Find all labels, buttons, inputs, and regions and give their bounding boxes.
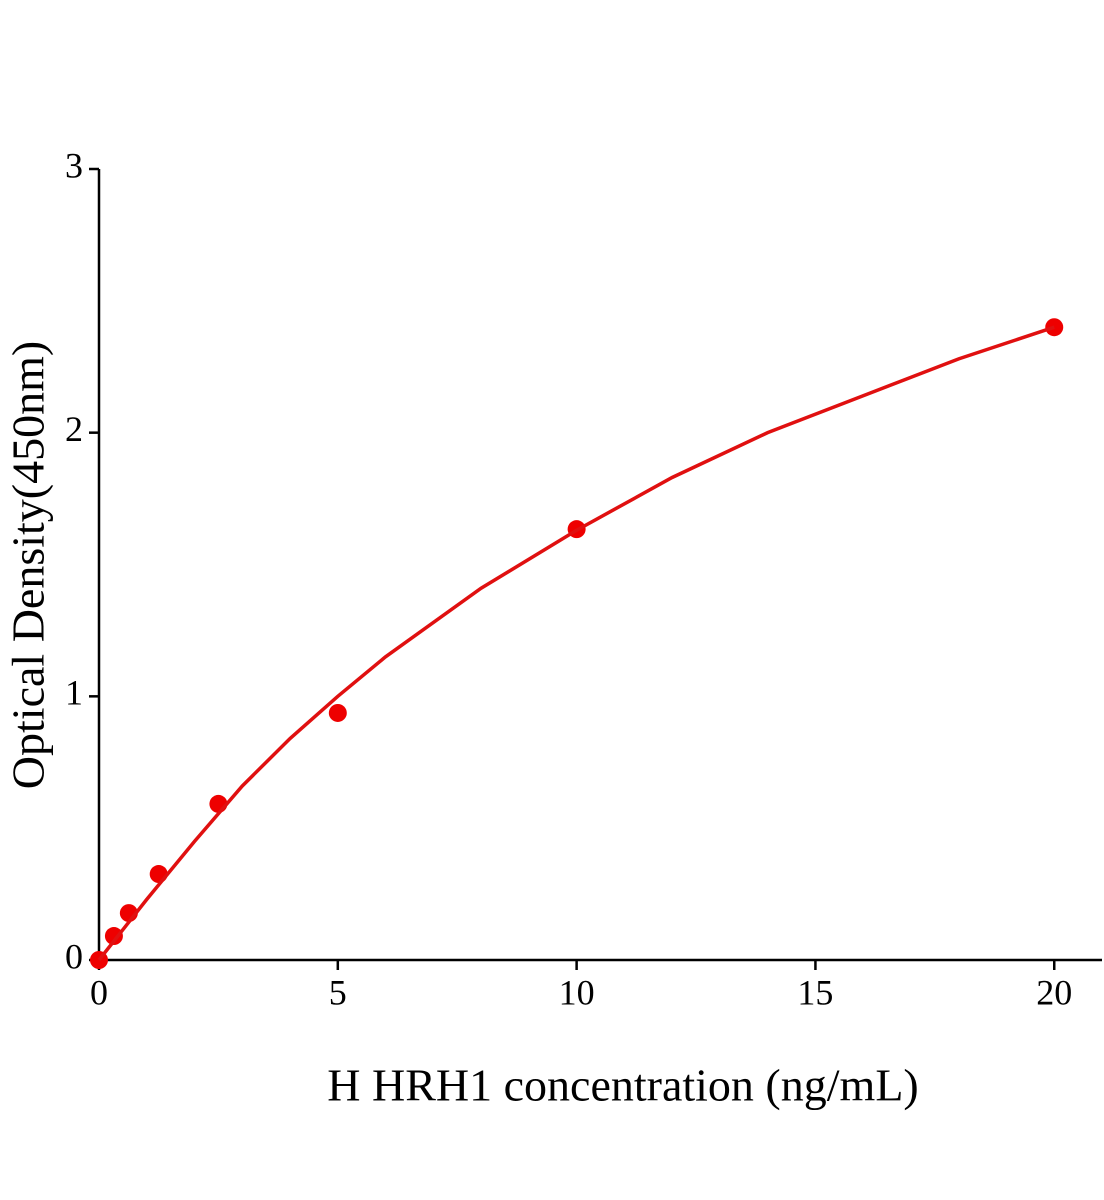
data-point (149, 865, 168, 884)
data-point (328, 703, 347, 722)
x-axis-title: H HRH1 concentration (ng/mL) (327, 1060, 918, 1111)
x-tick-label: 20 (1036, 972, 1072, 1012)
fit-curve (97, 325, 1055, 962)
x-tick-label: 10 (559, 972, 595, 1012)
x-tick-label: 0 (90, 972, 108, 1012)
y-tick-label: 3 (65, 145, 83, 185)
data-point (104, 927, 123, 946)
y-tick-label: 2 (65, 409, 83, 449)
y-tick-label: 0 (65, 936, 83, 976)
x-tick-label: 5 (329, 972, 347, 1012)
x-tick-label: 15 (797, 972, 833, 1012)
y-axis-title: Optical Density(450nm) (3, 341, 54, 789)
y-tick-label: 1 (65, 673, 83, 713)
